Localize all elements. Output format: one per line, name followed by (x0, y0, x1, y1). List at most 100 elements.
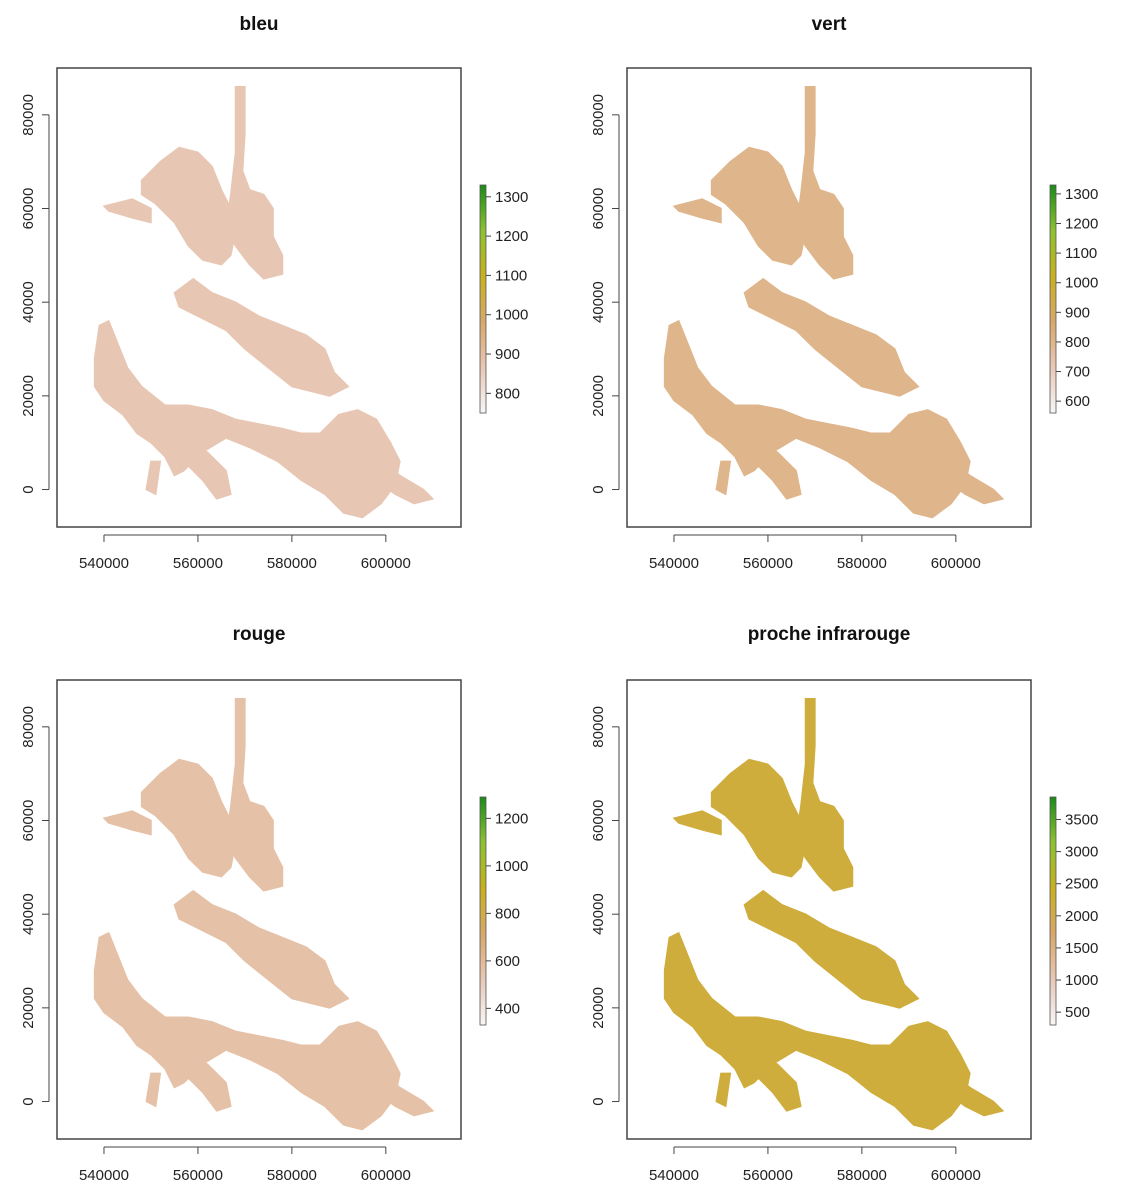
raster-region-6 (757, 1053, 802, 1112)
raster-region-8 (145, 1072, 162, 1108)
y-tick-label: 60000 (590, 188, 607, 230)
raster-region-7 (375, 1072, 435, 1117)
x-tick-label: 600000 (361, 1167, 411, 1184)
colorbar-tick-label: 900 (495, 346, 520, 363)
colorbar-tick-label: 500 (1065, 1004, 1090, 1021)
colorbar-tick-label: 1000 (1065, 275, 1098, 292)
plot-frame (56, 67, 462, 528)
colorbar-tick-label: 3500 (1065, 811, 1098, 828)
chart-panel-3: rouge 540000 560000 580000 600000 0 20000 40000… (20, 624, 528, 1184)
colorbar-tick-label: 700 (1065, 364, 1090, 381)
x-tick-label: 540000 (79, 1167, 129, 1184)
raster-region-3 (672, 810, 722, 836)
colorbar (479, 796, 487, 1026)
raster-layer (663, 85, 1005, 519)
raster-region-3 (102, 198, 152, 224)
y-tick-label: 80000 (590, 94, 607, 136)
raster-region-8 (715, 1072, 732, 1108)
y-tick-label: 40000 (20, 281, 37, 323)
panel-title: rouge (233, 624, 286, 645)
y-tick-label: 20000 (590, 375, 607, 417)
chart-panel-1: bleu 540000 560000 580000 600000 0 20000 40000 6… (20, 14, 528, 572)
y-tick-label: 60000 (20, 800, 37, 842)
colorbar-tick-label: 600 (495, 953, 520, 970)
y-tick-label: 40000 (590, 893, 607, 935)
colorbar-tick-label: 900 (1065, 304, 1090, 321)
raster-region-3 (672, 198, 722, 224)
raster-region-7 (945, 1072, 1005, 1117)
y-tick-label: 60000 (20, 188, 37, 230)
y-tick-label: 40000 (20, 893, 37, 935)
x-tick-label: 540000 (79, 555, 129, 572)
x-tick-label: 580000 (267, 1167, 317, 1184)
x-tick-label: 580000 (837, 1167, 887, 1184)
x-tick-label: 580000 (837, 555, 887, 572)
raster-region-1 (710, 758, 807, 878)
chart-panel-4: proche infrarouge 540000 560000 580000 60000… (590, 624, 1098, 1184)
x-tick-label: 560000 (173, 1167, 223, 1184)
raster-region-2 (225, 85, 284, 280)
colorbar-tick-label: 800 (495, 385, 520, 402)
y-tick-label: 80000 (590, 706, 607, 748)
raster-region-7 (375, 460, 435, 505)
x-tick-label: 600000 (361, 555, 411, 572)
colorbar-tick-label: 1000 (1065, 972, 1098, 989)
y-tick-label: 0 (590, 485, 607, 493)
panel-title: bleu (239, 14, 278, 35)
raster-region-4 (743, 889, 920, 1009)
colorbar-tick-label: 800 (1065, 334, 1090, 351)
raster-region-1 (140, 146, 237, 266)
colorbar-tick-label: 1300 (1065, 186, 1098, 203)
y-tick-label: 20000 (20, 987, 37, 1029)
raster-layer (93, 697, 435, 1131)
colorbar (1049, 184, 1057, 414)
raster-region-6 (187, 1053, 232, 1112)
raster-region-4 (743, 277, 920, 397)
raster-region-1 (710, 146, 807, 266)
y-tick-label: 80000 (20, 706, 37, 748)
y-tick-label: 0 (20, 485, 37, 493)
plot-frame (626, 679, 1032, 1140)
colorbar-tick-label: 1200 (1065, 215, 1098, 232)
y-tick-label: 60000 (590, 800, 607, 842)
panel-title: proche infrarouge (748, 624, 911, 645)
colorbar-tick-label: 2000 (1065, 908, 1098, 925)
raster-layer (663, 697, 1005, 1131)
raster-region-2 (795, 697, 854, 892)
raster-region-2 (795, 85, 854, 280)
raster-region-3 (102, 810, 152, 836)
raster-region-8 (715, 460, 732, 496)
raster-region-5 (93, 319, 401, 519)
x-tick-label: 560000 (173, 555, 223, 572)
plot-frame (626, 67, 1032, 528)
y-tick-label: 80000 (20, 94, 37, 136)
colorbar-tick-label: 800 (495, 905, 520, 922)
colorbar-tick-label: 1500 (1065, 940, 1098, 957)
colorbar (479, 184, 487, 414)
y-tick-label: 40000 (590, 281, 607, 323)
raster-layer (93, 85, 435, 519)
colorbar-tick-label: 600 (1065, 393, 1090, 410)
raster-region-6 (187, 441, 232, 500)
colorbar-tick-label: 1300 (495, 189, 528, 206)
colorbar-tick-label: 2500 (1065, 876, 1098, 893)
raster-region-7 (945, 460, 1005, 505)
colorbar-tick-label: 1000 (495, 307, 528, 324)
x-tick-label: 540000 (649, 1167, 699, 1184)
y-tick-label: 0 (20, 1097, 37, 1105)
raster-region-5 (663, 931, 971, 1131)
colorbar-tick-label: 1200 (495, 228, 528, 245)
raster-region-5 (93, 931, 401, 1131)
raster-region-6 (757, 441, 802, 500)
colorbar-tick-label: 1000 (495, 858, 528, 875)
y-tick-label: 20000 (20, 375, 37, 417)
x-tick-label: 560000 (743, 1167, 793, 1184)
raster-region-4 (173, 889, 350, 1009)
x-tick-label: 540000 (649, 555, 699, 572)
x-tick-label: 600000 (931, 1167, 981, 1184)
chart-panel-2: vert 540000 560000 580000 600000 0 20000 40000 6… (590, 14, 1098, 572)
raster-region-5 (663, 319, 971, 519)
plot-frame (56, 679, 462, 1140)
y-tick-label: 0 (590, 1097, 607, 1105)
